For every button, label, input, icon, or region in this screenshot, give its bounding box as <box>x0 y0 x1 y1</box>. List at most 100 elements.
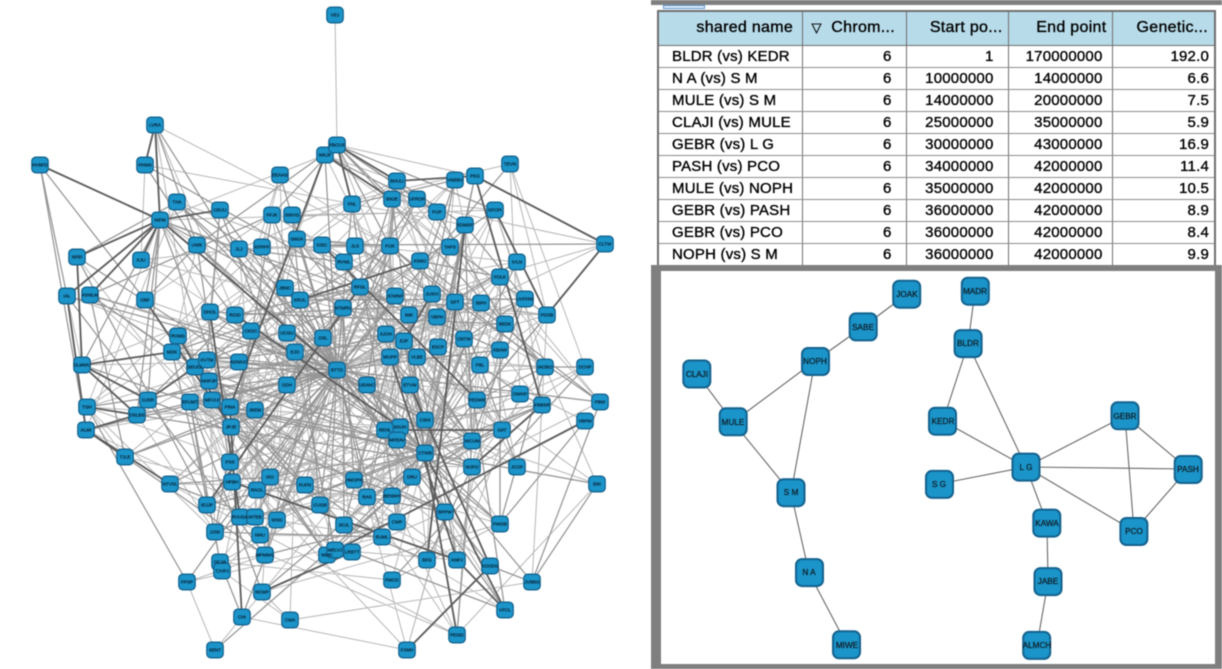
svg-text:PBL: PBL <box>476 363 485 368</box>
svg-text:IAL: IAL <box>64 294 71 299</box>
svg-text:VEJ: VEJ <box>331 13 339 18</box>
svg-text:NTMRV: NTMRV <box>335 306 352 311</box>
svg-text:CTWB: CTWB <box>418 451 432 456</box>
svg-text:ALMI: ALMI <box>81 428 92 433</box>
svg-text:EFUMT: EFUMT <box>182 400 198 405</box>
svg-text:IBPH: IBPH <box>476 301 487 306</box>
svg-text:KRUL: KRUL <box>294 298 307 303</box>
svg-text:FBCUS: FBCUS <box>329 143 345 148</box>
svg-text:ESCP: ESCP <box>432 345 445 350</box>
svg-text:ISO: ISO <box>266 475 274 480</box>
svg-text:JCOF: JCOF <box>511 465 523 470</box>
svg-text:MADR: MADR <box>963 287 987 296</box>
svg-text:ASNLM: ASNLM <box>82 293 98 298</box>
svg-text:UEANC: UEANC <box>359 383 376 388</box>
svg-text:PSS: PSS <box>225 460 234 465</box>
svg-text:JCWNF: JCWNF <box>387 294 403 299</box>
svg-text:JLS: JLS <box>351 244 359 249</box>
svg-text:S M: S M <box>784 488 799 497</box>
svg-text:JKUL: JKUL <box>338 523 350 528</box>
svg-text:BPPW: BPPW <box>438 510 452 515</box>
svg-text:RAOL: RAOL <box>251 488 264 493</box>
svg-text:MFUUI: MFUUI <box>205 398 220 403</box>
svg-text:FOLK: FOLK <box>494 275 507 280</box>
svg-text:VLBE: VLBE <box>411 355 423 360</box>
svg-text:TGH: TGH <box>82 405 92 410</box>
svg-text:NHPJP: NHPJP <box>201 379 216 384</box>
svg-text:BLDR: BLDR <box>957 339 979 348</box>
svg-text:BFG: BFG <box>422 558 432 563</box>
svg-text:JVBBG: JVBBG <box>524 580 539 585</box>
svg-text:HMOPK: HMOPK <box>346 478 364 483</box>
svg-text:MDK: MDK <box>167 350 178 355</box>
svg-text:NOPH: NOPH <box>803 357 827 366</box>
svg-text:MULE: MULE <box>722 418 745 427</box>
svg-text:REHL: REHL <box>379 428 392 433</box>
svg-text:HPBH: HPBH <box>226 480 239 485</box>
svg-text:AJOH: AJOH <box>380 332 392 337</box>
svg-text:PIJP: PIJP <box>432 210 442 215</box>
svg-text:ETVW: ETVW <box>403 383 417 388</box>
svg-text:BTTD: BTTD <box>331 368 344 373</box>
svg-text:HVBFD: HVBFD <box>32 163 48 168</box>
svg-text:VBPM: VBPM <box>578 419 591 424</box>
svg-text:FWGB: FWGB <box>493 522 507 527</box>
svg-text:UVFHW: UVFHW <box>517 297 535 302</box>
svg-text:WUPP: WUPP <box>383 355 397 360</box>
svg-text:NCMP: NCMP <box>255 590 269 595</box>
svg-text:KAWA: KAWA <box>1035 519 1059 528</box>
svg-text:CSHI: CSHI <box>420 418 431 423</box>
svg-text:JPJE: JPJE <box>226 425 237 430</box>
svg-text:DRU: DRU <box>407 475 417 480</box>
svg-text:CWA: CWA <box>285 618 296 623</box>
svg-text:GEBR: GEBR <box>1113 412 1136 421</box>
svg-text:CLAJI: CLAJI <box>686 370 708 379</box>
svg-text:RVMG: RVMG <box>171 334 185 339</box>
svg-text:SSUH: SSUH <box>394 425 407 430</box>
svg-text:ADWUO: ADWUO <box>230 360 248 365</box>
svg-text:RAS: RAS <box>362 495 371 500</box>
svg-text:DCHP: DCHP <box>578 365 591 370</box>
svg-text:MIWE: MIWE <box>836 641 859 650</box>
svg-text:CNTW: CNTW <box>457 337 471 342</box>
svg-text:FNL: FNL <box>348 202 357 207</box>
svg-text:VNEBV: VNEBV <box>447 178 464 183</box>
svg-text:EDMSF: EDMSF <box>457 223 473 228</box>
svg-text:WTEB: WTEB <box>248 515 261 520</box>
svg-text:RIOD: RIOD <box>229 313 241 318</box>
svg-text:OCJA: OCJA <box>214 560 227 565</box>
svg-text:PASH: PASH <box>1177 465 1199 474</box>
svg-text:DDH: DDH <box>282 383 292 388</box>
svg-text:EJP: EJP <box>400 339 408 344</box>
svg-text:KJU: KJU <box>137 258 146 263</box>
svg-text:FFJK: FFJK <box>267 213 279 218</box>
svg-text:VFCL: VFCL <box>499 608 511 613</box>
svg-text:DJSR: DJSR <box>142 398 155 403</box>
svg-text:PINA: PINA <box>225 405 237 410</box>
svg-text:PKG: PKG <box>470 174 480 179</box>
svg-text:SENT: SENT <box>209 648 221 653</box>
svg-text:LVRA: LVRA <box>149 123 162 128</box>
svg-text:WKJF: WKJF <box>319 153 332 158</box>
svg-text:KEDR: KEDR <box>932 417 955 426</box>
svg-text:GEUCL: GEUCL <box>187 365 203 370</box>
svg-text:VBPH: VBPH <box>431 315 444 320</box>
svg-text:CWP: CWP <box>392 520 403 525</box>
svg-text:RFGL: RFGL <box>354 285 367 290</box>
svg-text:OLMWU: OLMWU <box>73 363 91 368</box>
svg-text:JJSK: JJSK <box>210 530 222 535</box>
svg-text:THA: THA <box>172 200 182 205</box>
svg-text:MFEAV: MFEAV <box>389 438 405 443</box>
svg-text:FPSP: FPSP <box>181 580 193 585</box>
svg-text:KVTM: KVTM <box>201 358 214 363</box>
svg-text:UFROP: UFROP <box>409 197 425 202</box>
svg-text:BIN: BIN <box>593 482 601 487</box>
svg-text:PESID: PESID <box>450 633 464 638</box>
svg-text:GMJA: GMJA <box>291 237 305 242</box>
svg-text:IAOBO: IAOBO <box>538 365 553 370</box>
svg-text:FBBSR: FBBSR <box>534 403 550 408</box>
svg-text:FMCD: FMCD <box>385 578 399 583</box>
svg-text:TAPS: TAPS <box>444 245 456 250</box>
svg-text:ALMCH: ALMCH <box>1023 641 1052 650</box>
svg-text:KBAW: KBAW <box>493 348 507 353</box>
